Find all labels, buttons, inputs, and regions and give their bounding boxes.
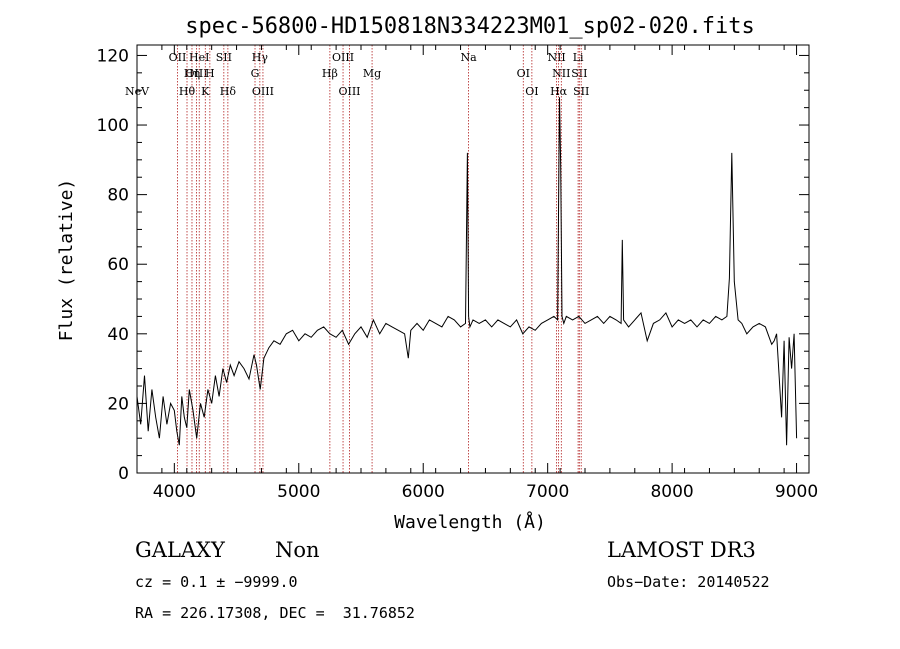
x-tick-label: 7000 bbox=[526, 482, 569, 502]
emission-line-label: SII bbox=[216, 51, 232, 64]
x-tick-label: 9000 bbox=[775, 482, 818, 502]
x-tick-label: 5000 bbox=[277, 482, 320, 502]
emission-line-label: OIII bbox=[338, 85, 360, 98]
emission-line-label: OII bbox=[169, 51, 187, 64]
y-tick-label: 20 bbox=[107, 394, 129, 414]
emission-line-label: Hα bbox=[550, 85, 568, 98]
emission-line-label: Li bbox=[573, 51, 584, 64]
y-axis-label: Flux (relative) bbox=[56, 179, 77, 342]
emission-line-label: H bbox=[205, 67, 215, 80]
emission-line-label: NII bbox=[547, 51, 565, 64]
emission-line-label: SII bbox=[571, 67, 587, 80]
emission-line-label: G bbox=[251, 67, 260, 80]
y-tick-label: 100 bbox=[97, 116, 129, 136]
emission-line-label: OIII bbox=[252, 85, 274, 98]
emission-line-label: Hη bbox=[184, 67, 200, 80]
emission-line-label: Na bbox=[460, 51, 477, 64]
y-tick-label: 40 bbox=[107, 325, 129, 345]
x-tick-label: 4000 bbox=[153, 482, 196, 502]
x-tick-label: 8000 bbox=[650, 482, 693, 502]
object-subclass: Non bbox=[275, 538, 320, 562]
emission-line-label: Hγ bbox=[252, 51, 269, 64]
spectrum-line bbox=[136, 97, 798, 446]
y-tick-label: 60 bbox=[107, 255, 129, 275]
emission-line-label: Mg bbox=[363, 67, 381, 80]
emission-line-label: NeV bbox=[125, 85, 150, 98]
y-tick-label: 80 bbox=[107, 186, 129, 206]
emission-line-label: SII bbox=[573, 85, 589, 98]
emission-line-label: OIII bbox=[332, 51, 354, 64]
observation-date: Obs−Date: 20140522 bbox=[607, 573, 770, 591]
chart-title: spec-56800-HD150818N334223M01_sp02-020.f… bbox=[185, 14, 755, 39]
emission-line-label: Hδ bbox=[220, 85, 237, 98]
x-axis: 4000 5000 6000 7000 8000 9000 bbox=[136, 45, 818, 502]
emission-line-label: Hβ bbox=[322, 67, 338, 80]
redshift-cz: cz = 0.1 ± −9999.0 bbox=[135, 573, 298, 591]
x-axis-label: Wavelength (Å) bbox=[394, 511, 546, 533]
emission-line-label: NII bbox=[552, 67, 570, 80]
y-tick-label: 120 bbox=[97, 46, 129, 66]
emission-line-label: OI bbox=[517, 67, 530, 80]
emission-line-label: Hθ bbox=[179, 85, 196, 98]
y-tick-label: 0 bbox=[118, 464, 129, 484]
emission-line-label: K bbox=[201, 85, 210, 98]
spectrum-series bbox=[136, 97, 798, 446]
emission-line-label: OIII bbox=[186, 67, 208, 80]
y-axis: 0 20 40 60 80 100 120 bbox=[97, 46, 809, 484]
x-tick-label: 6000 bbox=[402, 482, 445, 502]
survey-name: LAMOST DR3 bbox=[607, 538, 756, 562]
coordinates: RA = 226.17308, DEC = 31.76852 bbox=[135, 604, 415, 622]
emission-line-label: HeI bbox=[189, 51, 209, 64]
plot-frame bbox=[136, 44, 810, 474]
emission-line-label: OI bbox=[525, 85, 538, 98]
object-class: GALAXY bbox=[135, 538, 225, 562]
